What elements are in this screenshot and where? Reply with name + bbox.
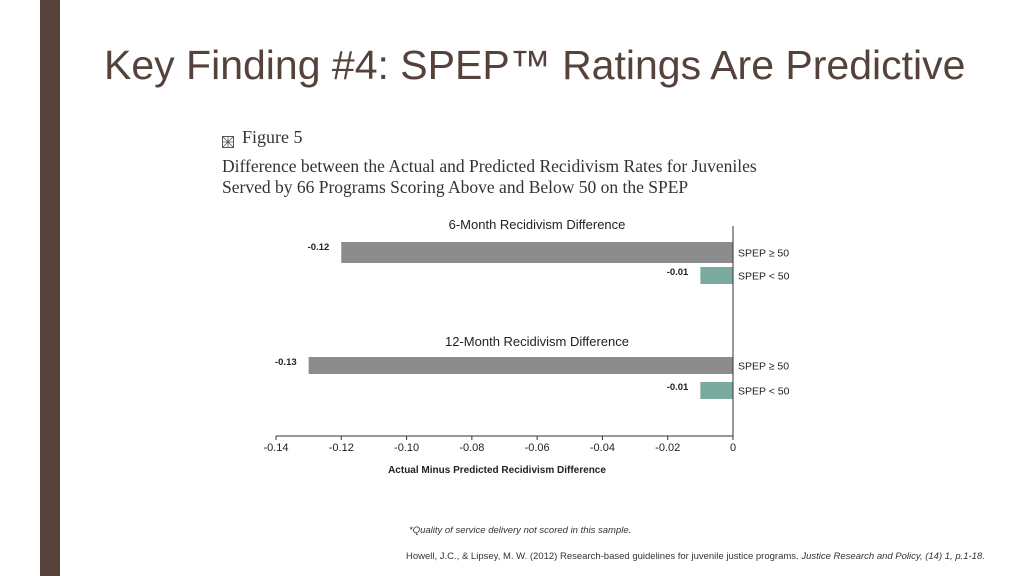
x-tick-label-5: -0.06 — [525, 442, 550, 454]
figure-caption-line-2: Served by 66 Programs Scoring Above and … — [222, 177, 689, 197]
citation: Howell, J.C., & Lipsey, M. W. (2012) Res… — [406, 551, 985, 562]
bar-category-label-g2-b1: SPEP ≥ 50 — [738, 361, 789, 373]
x-tick-label-8: 0 — [730, 442, 736, 454]
left-accent-bar — [40, 0, 60, 576]
bar-value-label-g2-b2: -0.01 — [667, 382, 689, 393]
x-tick-label-6: -0.04 — [590, 442, 615, 454]
bar-category-label-g1-b2: SPEP < 50 — [738, 271, 790, 283]
slide-title: Key Finding #4: SPEP™ Ratings Are Predic… — [104, 42, 966, 88]
bar-category-label-g2-b2: SPEP < 50 — [738, 386, 790, 398]
bar-value-label-g2-b1: -0.13 — [275, 357, 297, 368]
figure-caption: Difference between the Actual and Predic… — [222, 156, 822, 198]
x-tick-label-1: -0.14 — [263, 442, 288, 454]
x-tick-label-3: -0.10 — [394, 442, 419, 454]
x-tick-label-2: -0.12 — [329, 442, 354, 454]
x-axis-label: Actual Minus Predicted Recidivism Differ… — [388, 465, 606, 476]
bar-value-label-g1-b1: -0.12 — [308, 242, 330, 253]
bar-value-label-g1-b2: -0.01 — [667, 267, 689, 278]
bar-category-label-g1-b1: SPEP ≥ 50 — [738, 248, 789, 260]
x-tick-label-7: -0.02 — [655, 442, 680, 454]
group-title-1: 6-Month Recidivism Difference — [449, 217, 626, 232]
figure-caption-line-1: Difference between the Actual and Predic… — [222, 156, 757, 176]
x-tick-label-4: -0.08 — [459, 442, 484, 454]
group-title-2: 12-Month Recidivism Difference — [445, 334, 629, 349]
citation-journal: Justice Research and Policy, (14) 1, p.1… — [801, 551, 985, 562]
bar-g1-b1 — [341, 242, 733, 263]
footnote: *Quality of service delivery not scored … — [409, 525, 632, 536]
bar-g1-b2 — [700, 267, 733, 284]
figure-label-text: Figure 5 — [242, 127, 303, 147]
figure-marker-icon — [222, 132, 234, 148]
figure-label: Figure 5 — [222, 127, 303, 148]
citation-text: Howell, J.C., & Lipsey, M. W. (2012) Res… — [406, 551, 802, 562]
bar-g2-b1 — [308, 357, 733, 374]
bar-g2-b2 — [700, 382, 733, 399]
